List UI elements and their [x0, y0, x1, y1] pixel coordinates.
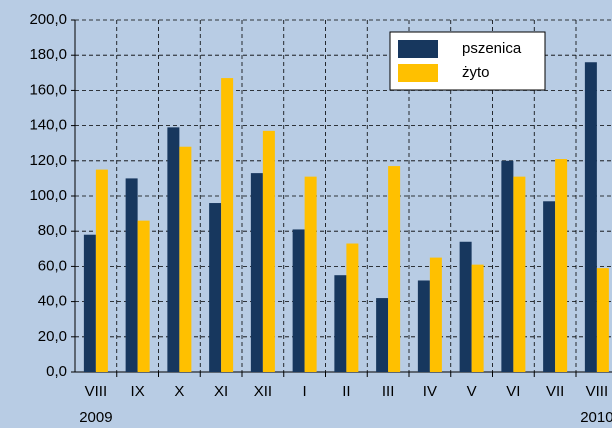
y-tick-label: 100,0 — [29, 187, 67, 204]
x-tick-label: V — [467, 383, 477, 400]
bar — [334, 275, 347, 372]
bar — [555, 159, 568, 372]
legend-label: pszenica — [462, 40, 522, 57]
y-tick-label: 140,0 — [29, 117, 67, 134]
bar — [95, 169, 108, 372]
y-tick-label: 200,0 — [29, 11, 67, 28]
bar — [501, 160, 514, 372]
legend-swatch — [398, 40, 438, 58]
bar — [167, 127, 180, 372]
bar — [459, 241, 472, 372]
x-tick-label: IX — [131, 383, 145, 400]
bar — [179, 146, 192, 372]
bar — [471, 264, 484, 372]
x-tick-label: VII — [546, 383, 564, 400]
bar — [250, 173, 263, 372]
bar — [221, 78, 234, 372]
bar — [513, 176, 526, 372]
bar — [125, 178, 138, 372]
y-tick-label: 120,0 — [29, 152, 67, 169]
legend-swatch — [398, 64, 438, 82]
x-tick-label: XI — [214, 383, 228, 400]
x-tick-label: II — [342, 383, 350, 400]
x-tick-label: VI — [506, 383, 520, 400]
bar — [429, 257, 442, 372]
bar — [584, 62, 597, 373]
bar — [304, 176, 317, 372]
bar — [376, 298, 389, 372]
y-tick-label: 80,0 — [38, 222, 67, 239]
bar — [388, 166, 401, 372]
bar — [543, 201, 556, 372]
bar — [596, 268, 609, 372]
bar — [417, 280, 430, 372]
x-tick-label: III — [382, 383, 395, 400]
x-tick-label: IV — [423, 383, 437, 400]
year-label: 2009 — [79, 409, 112, 426]
bar — [346, 243, 359, 372]
x-tick-label: XII — [254, 383, 272, 400]
bar — [83, 234, 96, 372]
bar — [292, 229, 305, 372]
y-tick-label: 40,0 — [38, 293, 67, 310]
x-tick-label: I — [303, 383, 307, 400]
x-tick-label: X — [174, 383, 184, 400]
y-tick-label: 20,0 — [38, 328, 67, 345]
bar — [137, 220, 150, 372]
bar — [209, 203, 222, 372]
y-tick-label: 180,0 — [29, 46, 67, 63]
year-label: 2010 — [580, 409, 612, 426]
y-tick-label: 0,0 — [46, 363, 67, 380]
y-tick-label: 60,0 — [38, 257, 67, 274]
bar — [262, 130, 275, 372]
y-tick-label: 160,0 — [29, 81, 67, 98]
legend-label: żyto — [462, 64, 490, 81]
x-tick-label: VIII — [586, 383, 609, 400]
x-tick-label: VIII — [85, 383, 108, 400]
